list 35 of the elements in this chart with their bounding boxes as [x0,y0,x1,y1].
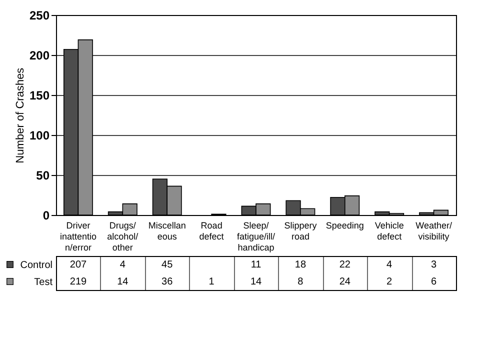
y-tick-label: 200 [29,48,50,62]
data-label: 24 [339,276,351,288]
x-tick-label: Driver inattentio n/error [60,220,96,252]
data-label: 36 [162,276,174,288]
data-label: 18 [294,260,306,270]
data-label: 219 [70,276,87,288]
legend-label: Test [34,277,53,288]
x-tick-label: Sleep/ fatigue/ill/ handicap [236,220,276,252]
data-label: 2 [386,276,393,288]
y-tick-label: 150 [29,88,50,102]
data-label: 8 [298,276,304,288]
data-label: 4 [120,260,126,270]
x-tick-label: Speeding [326,220,364,230]
x-tick-label: Drugs/ alcohol/ other [107,220,139,252]
data-label: 6 [430,276,437,288]
x-tick-label: Road defect [199,220,224,242]
y-tick-label: 0 [42,208,50,222]
data-label: 11 [250,260,262,270]
data-label: 14 [117,276,129,288]
data-label: 207 [70,260,87,270]
data-label: 22 [339,260,351,270]
x-tick-label: Miscellan eous [148,220,186,242]
y-axis-title: Number of Crashes [14,67,26,164]
y-tick-label: 250 [29,8,50,22]
x-tick-label: Vehicle defect [374,220,404,242]
data-label: 3 [430,260,437,270]
data-label: 4 [386,260,393,270]
data-label: 45 [162,260,174,270]
legend-label: Control [20,260,52,271]
x-tick-label: Slippery road [284,220,318,242]
data-label: 1 [208,276,215,288]
y-tick-label: 50 [36,168,50,182]
data-label: 14 [250,276,262,288]
y-tick-label: 100 [29,128,50,142]
x-tick-label: Weather/ visibility [416,220,452,242]
